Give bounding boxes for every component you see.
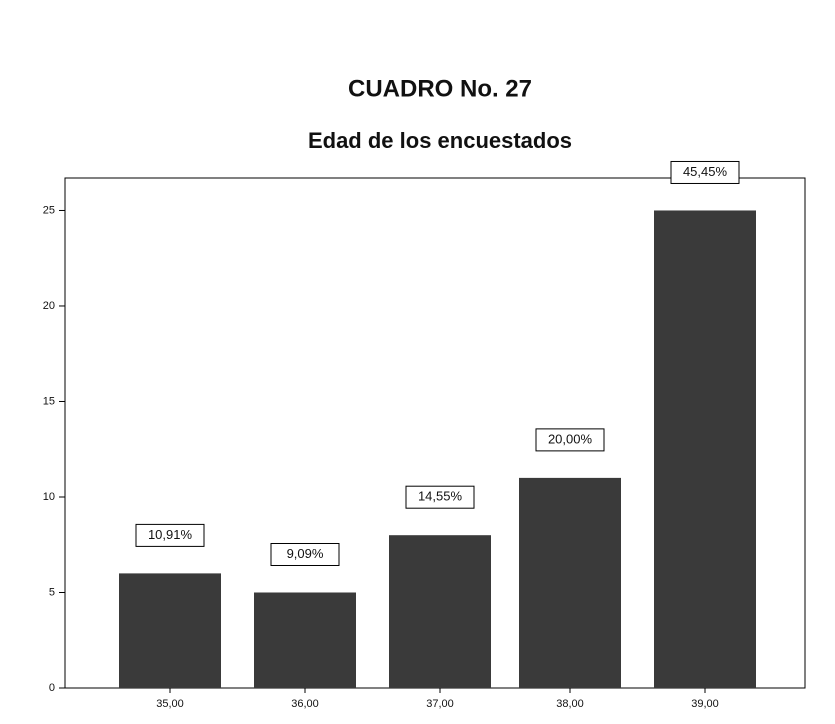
y-tick-label: 15 xyxy=(43,395,55,407)
x-tick-label: 35,00 xyxy=(156,698,184,710)
bar-label-box xyxy=(270,542,340,566)
x-tick-label: 37,00 xyxy=(426,698,454,710)
bar-label: 14,55% xyxy=(418,489,463,504)
bar xyxy=(254,592,356,688)
bar xyxy=(654,210,756,688)
bar-label-box xyxy=(135,523,205,547)
bar-label-box xyxy=(670,160,740,184)
y-tick-label: 0 xyxy=(49,682,55,694)
chart-title: CUADRO No. 27 xyxy=(348,75,532,102)
bar-label: 20,00% xyxy=(548,431,593,446)
x-tick-label: 36,00 xyxy=(291,698,319,710)
y-tick-label: 20 xyxy=(43,300,55,312)
x-tick-label: 39,00 xyxy=(691,698,719,710)
bar xyxy=(389,535,491,688)
bar xyxy=(519,477,621,688)
bar-label-box xyxy=(405,485,475,509)
chart-subtitle: Edad de los encuestados xyxy=(308,128,572,153)
y-tick-label: 25 xyxy=(43,204,55,216)
bar-label: 10,91% xyxy=(148,527,193,542)
bar-label: 9,09% xyxy=(287,546,324,561)
x-tick-label: 38,00 xyxy=(556,698,584,710)
y-tick-label: 5 xyxy=(49,586,55,598)
bar-label-box xyxy=(535,428,605,452)
y-tick-label: 10 xyxy=(43,491,55,503)
bar-label: 45,45% xyxy=(683,164,728,179)
bar xyxy=(119,573,221,688)
